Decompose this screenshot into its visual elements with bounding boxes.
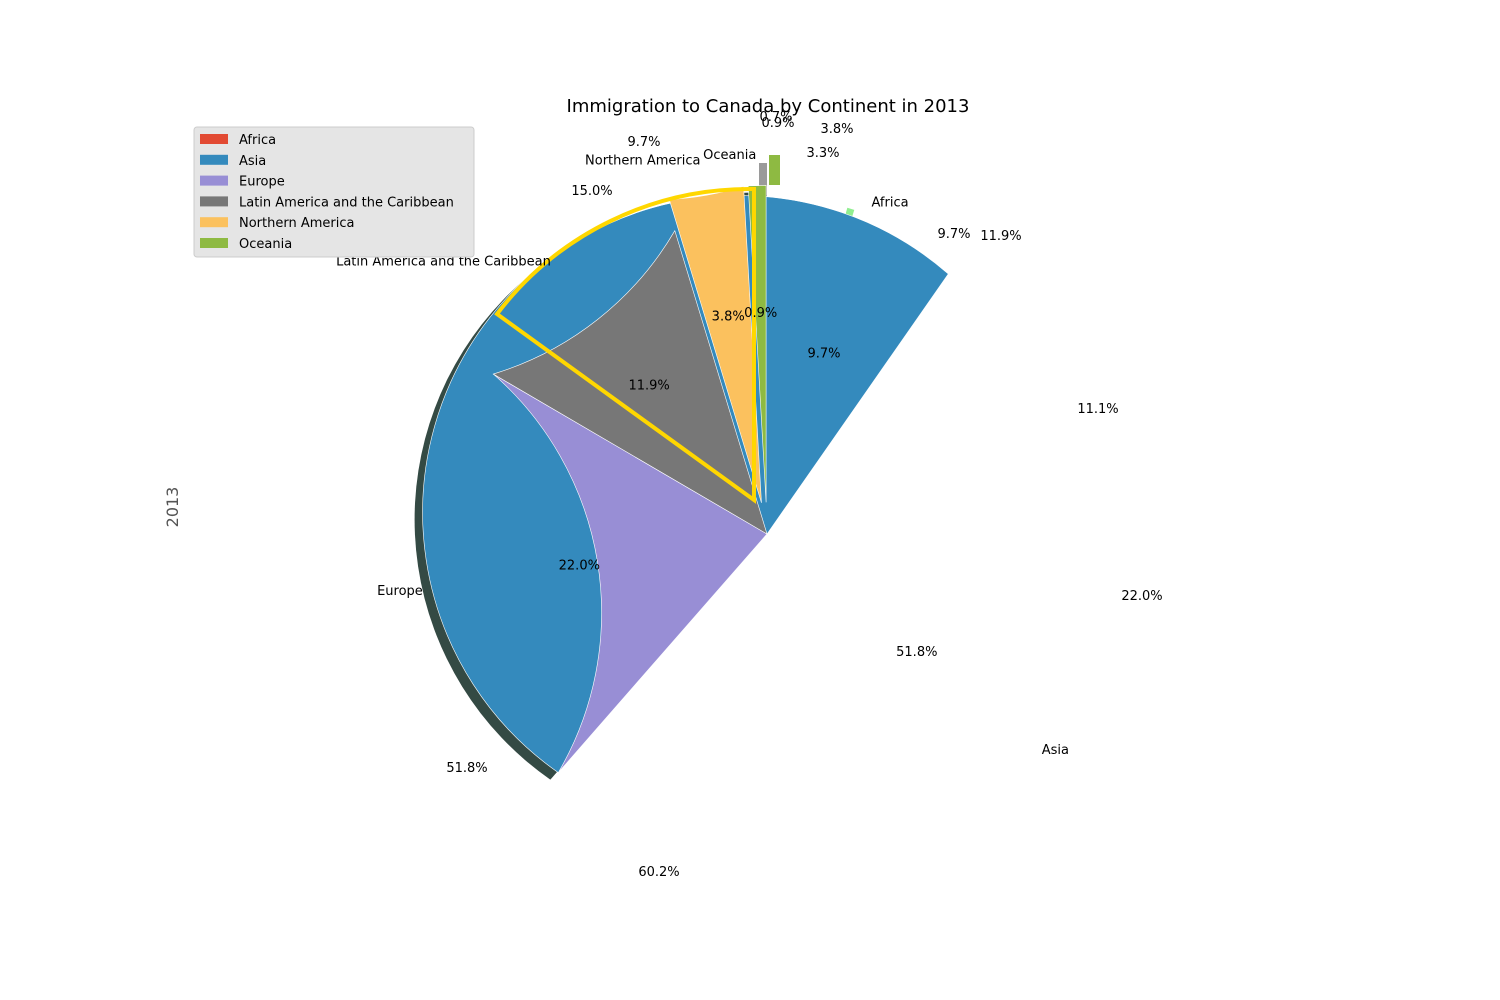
artifact-gold-outline	[494, 186, 756, 504]
overlay-pct-label: 9.7%	[627, 135, 660, 150]
legend-label: Asia	[239, 154, 266, 169]
overlay-pct-label: 15.0%	[571, 184, 612, 199]
pct-label: 51.8%	[896, 645, 937, 660]
overlay-pct-label: 0.9%	[761, 116, 794, 131]
category-label: Europe	[377, 584, 423, 599]
legend: Africa Asia Europe Latin America and the Ca…	[193, 126, 475, 258]
y-axis-label: 2013	[163, 487, 182, 528]
overlay-pct-label: 11.1%	[1077, 402, 1118, 417]
legend-swatch	[200, 238, 228, 248]
category-label: Africa	[872, 195, 909, 210]
pct-label: 11.9%	[628, 379, 669, 394]
overlay-pct-label: 3.3%	[806, 146, 839, 161]
legend-items: Africa Asia Europe Latin America and the Ca…	[200, 133, 454, 252]
legend-label: Northern America	[239, 216, 354, 231]
pie-slice-europe	[493, 373, 768, 773]
overlay-pct-label: 0.7%	[759, 110, 792, 125]
pie-slices	[422, 184, 949, 773]
legend-frame	[193, 126, 475, 258]
pct-label: 0.9%	[744, 306, 777, 321]
legend-label: Africa	[239, 133, 276, 148]
legend-swatch	[200, 175, 228, 186]
overlay-pct-label: 51.8%	[446, 761, 487, 776]
artifact-green-bar	[769, 155, 780, 185]
overlay-pct-label: 9.7%	[937, 227, 970, 242]
overlay-pct-label: 3.8%	[820, 122, 853, 137]
pie-labels: 9.7% Africa 51.8% Asia 22.0% Europe 11.9% Latin…	[336, 110, 1163, 880]
pct-label: 22.0%	[559, 559, 600, 574]
artifact-gray-bar	[759, 163, 767, 195]
legend-swatch	[200, 134, 228, 144]
category-label: Latin America and the Caribbean	[336, 254, 551, 269]
category-label: Oceania	[703, 148, 756, 163]
pct-label: 3.8%	[712, 310, 745, 325]
chart-title: Immigration to Canada by Continent in 20…	[567, 96, 970, 117]
legend-label: Oceania	[239, 237, 292, 252]
overlay-pct-label: 11.9%	[980, 229, 1021, 244]
category-label: Asia	[1042, 743, 1069, 758]
legend-label: Europe	[239, 175, 285, 190]
legend-swatch	[200, 154, 228, 165]
overlay-pct-label: 22.0%	[1121, 589, 1162, 604]
legend-swatch	[200, 217, 228, 228]
legend-swatch	[200, 196, 228, 207]
category-label: Northern America	[585, 154, 700, 169]
legend-label: Latin America and the Caribbean	[239, 195, 454, 210]
overlay-pct-label: 60.2%	[638, 865, 679, 880]
pct-label: 9.7%	[807, 347, 840, 362]
